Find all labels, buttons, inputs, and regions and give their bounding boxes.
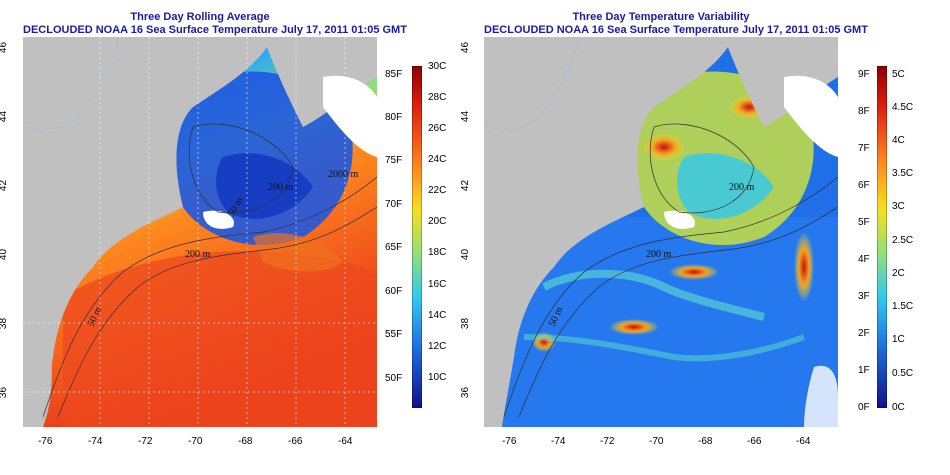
cb-label: 1C	[892, 334, 905, 345]
y-tick: 40	[0, 248, 10, 261]
right-colorbar	[877, 66, 887, 408]
left-colorbar	[412, 66, 422, 408]
cb-label: 30C	[428, 61, 447, 72]
y-tick: 42	[0, 179, 10, 192]
cb-label: 10C	[428, 372, 447, 383]
cb-label: 50F	[385, 373, 403, 384]
cb-label: 80F	[385, 112, 403, 123]
cb-label: 75F	[385, 155, 403, 166]
y-tick: 36	[0, 386, 10, 399]
cb-label: 65F	[385, 242, 403, 253]
cb-label: 4.5C	[892, 102, 914, 113]
x-tick: -64	[338, 436, 353, 447]
cb-label: 14C	[428, 310, 447, 321]
x-tick: -70	[649, 436, 664, 447]
x-tick: -66	[747, 436, 762, 447]
left-map-subtitle: DECLOUDED NOAA 16 Sea Surface Temperatur…	[23, 24, 407, 36]
y-tick: 44	[460, 110, 472, 123]
cb-label: 0F	[858, 402, 870, 413]
contour-label: 200 m	[646, 249, 672, 260]
y-tick: 36	[460, 386, 472, 399]
cb-label: 1.5C	[892, 301, 914, 312]
cb-label: 7F	[858, 143, 870, 154]
cb-label: 3C	[892, 201, 905, 212]
right-map-title: Three Day Temperature Variability	[572, 11, 750, 23]
left-map: 2000 m 200 m 50 m 200 m 50 m	[23, 37, 377, 427]
cb-label: 4F	[858, 254, 870, 265]
x-tick: -72	[600, 436, 615, 447]
y-tick: 46	[460, 41, 472, 54]
cb-label: 6F	[858, 180, 870, 191]
cb-label: 3F	[858, 291, 870, 302]
land-mass	[23, 37, 118, 129]
x-tick: -64	[796, 436, 811, 447]
y-tick: 38	[0, 317, 10, 330]
x-tick: -74	[551, 436, 566, 447]
x-tick: -68	[238, 436, 253, 447]
x-tick: -76	[502, 436, 517, 447]
cb-label: 18C	[428, 247, 447, 258]
x-tick: -70	[188, 436, 203, 447]
cb-label: 60F	[385, 286, 403, 297]
cb-label: 26C	[428, 123, 447, 134]
cb-label: 0C	[892, 402, 905, 413]
cb-label: 12C	[428, 341, 447, 352]
cb-label: 28C	[428, 92, 447, 103]
cb-label: 5F	[858, 217, 870, 228]
cb-label: 2.5C	[892, 235, 914, 246]
y-tick: 42	[460, 179, 472, 192]
x-tick: -66	[288, 436, 303, 447]
y-tick: 46	[0, 41, 10, 54]
cb-label: 22C	[428, 185, 447, 196]
y-tick: 38	[460, 317, 472, 330]
contour-label: 200 m	[185, 249, 211, 260]
contour-label: 200 m	[729, 182, 755, 193]
cb-label: 2C	[892, 268, 905, 279]
cb-label: 9F	[858, 69, 870, 80]
cb-label: 3.5C	[892, 168, 914, 179]
x-tick: -68	[698, 436, 713, 447]
cb-label: 1F	[858, 365, 870, 376]
cb-label: 20C	[428, 216, 447, 227]
contour-label: 2000 m	[328, 169, 359, 180]
y-tick: 40	[460, 248, 472, 261]
x-tick: -74	[88, 436, 103, 447]
right-map: 200 m 200 m 50 m	[484, 37, 838, 427]
cb-label: 0.5C	[892, 368, 914, 379]
cb-label: 4C	[892, 135, 905, 146]
y-tick: 44	[0, 110, 10, 123]
right-map-subtitle: DECLOUDED NOAA 16 Sea Surface Temperatur…	[484, 24, 868, 36]
cb-label: 24C	[428, 154, 447, 165]
contour-label: 200 m	[268, 182, 294, 193]
x-tick: -76	[38, 436, 53, 447]
cb-label: 2F	[858, 328, 870, 339]
left-map-title: Three Day Rolling Average	[130, 11, 270, 23]
cb-label: 55F	[385, 329, 403, 340]
cb-label: 5C	[892, 69, 905, 80]
cb-label: 8F	[858, 106, 870, 117]
cb-label: 16C	[428, 279, 447, 290]
cb-label: 85F	[385, 69, 403, 80]
cb-label: 70F	[385, 199, 403, 210]
x-tick: -72	[138, 436, 153, 447]
